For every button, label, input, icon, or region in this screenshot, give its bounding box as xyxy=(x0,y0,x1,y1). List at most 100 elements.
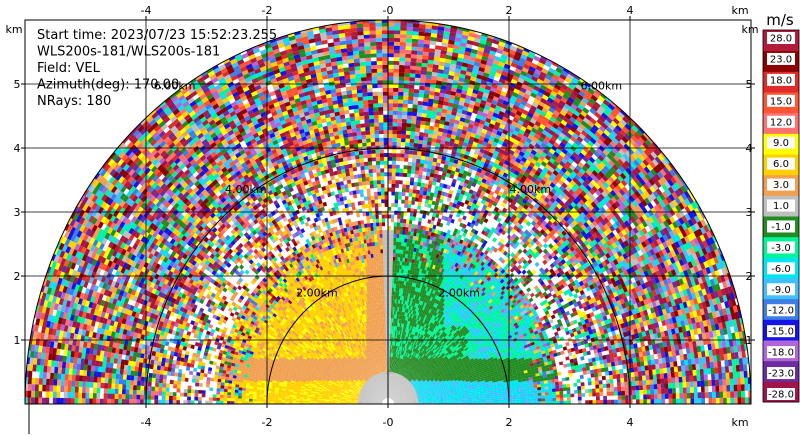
velocity-cell xyxy=(452,387,457,390)
velocity-cell xyxy=(403,398,407,400)
velocity-cell xyxy=(678,371,683,378)
velocity-cell xyxy=(608,370,613,376)
velocity-cell xyxy=(421,399,426,401)
velocity-cell xyxy=(547,379,552,384)
velocity-cell xyxy=(469,400,473,403)
velocity-cell xyxy=(406,397,411,399)
velocity-cell xyxy=(464,392,469,394)
velocity-cell xyxy=(611,344,616,350)
velocity-cell xyxy=(670,372,675,378)
velocity-cell xyxy=(403,400,408,402)
velocity-cell xyxy=(704,350,710,357)
velocity-cell xyxy=(425,400,430,402)
velocity-cell xyxy=(637,366,642,372)
velocity-cell xyxy=(432,396,436,398)
velocity-cell xyxy=(616,373,621,379)
velocity-cell xyxy=(461,392,465,395)
velocity-cell xyxy=(508,397,513,400)
velocity-cell xyxy=(489,382,493,386)
velocity-cell xyxy=(695,339,701,347)
velocity-cell xyxy=(411,402,415,404)
velocity-cell xyxy=(508,392,513,396)
velocity-cell xyxy=(539,377,544,382)
velocity-cell xyxy=(738,357,744,365)
velocity-cell xyxy=(725,320,731,328)
velocity-cell xyxy=(592,361,597,366)
velocity-cell xyxy=(607,362,612,368)
velocity-cell xyxy=(440,400,444,403)
velocity-cell xyxy=(427,392,432,395)
velocity-cell xyxy=(611,365,616,371)
velocity-cell xyxy=(573,293,579,299)
velocity-cell xyxy=(532,379,537,383)
velocity-cell xyxy=(617,386,622,392)
velocity-cell xyxy=(460,388,465,391)
velocity-cell xyxy=(625,395,629,400)
velocity-cell xyxy=(473,380,478,383)
velocity-cell xyxy=(482,385,487,389)
velocity-cell xyxy=(526,388,531,392)
velocity-cell xyxy=(728,339,734,347)
velocity-cell xyxy=(413,395,418,398)
velocity-cell xyxy=(675,382,680,389)
velocity-cell xyxy=(496,385,501,388)
velocity-cell xyxy=(523,398,528,402)
velocity-cell xyxy=(667,372,672,379)
velocity-cell xyxy=(498,397,502,400)
velocity-cell xyxy=(463,386,468,389)
velocity-cell xyxy=(686,392,691,399)
velocity-cell xyxy=(494,374,499,378)
velocity-cell xyxy=(734,351,739,359)
velocity-cell xyxy=(727,359,733,367)
velocity-cell xyxy=(696,327,702,335)
velocity-field xyxy=(25,20,751,404)
velocity-cell xyxy=(609,383,614,388)
velocity-cell xyxy=(418,399,422,401)
velocity-cell xyxy=(701,398,706,404)
velocity-cell xyxy=(632,394,637,400)
velocity-cell xyxy=(429,400,433,402)
velocity-cell xyxy=(537,366,542,371)
velocity-cell xyxy=(538,401,542,404)
velocity-cell xyxy=(522,388,527,392)
velocity-cell xyxy=(514,379,519,383)
velocity-cell xyxy=(630,367,635,373)
velocity-cell xyxy=(516,396,520,400)
velocity-cell xyxy=(541,365,546,370)
velocity-cell xyxy=(666,367,671,373)
velocity-cell xyxy=(603,359,608,364)
velocity-cell xyxy=(660,331,666,338)
velocity-cell xyxy=(551,363,557,367)
velocity-cell xyxy=(597,351,603,357)
velocity-cell xyxy=(450,395,455,397)
velocity-cell xyxy=(475,390,480,393)
velocity-cell xyxy=(681,325,687,332)
velocity-cell xyxy=(534,367,539,371)
velocity-cell xyxy=(447,400,451,402)
velocity-cell xyxy=(479,398,484,401)
velocity-cell xyxy=(643,399,647,404)
velocity-cell xyxy=(660,383,665,389)
velocity-cell xyxy=(631,353,636,359)
velocity-cell xyxy=(424,394,429,397)
velocity-cell xyxy=(490,390,494,393)
velocity-cell xyxy=(620,377,625,383)
velocity-cell xyxy=(552,391,556,395)
velocity-cell xyxy=(703,325,709,333)
velocity-cell xyxy=(566,390,571,395)
velocity-cell xyxy=(410,396,414,399)
velocity-cell xyxy=(472,400,477,403)
velocity-cell xyxy=(505,401,510,404)
velocity-cell xyxy=(498,373,503,377)
velocity-cell xyxy=(717,366,722,374)
velocity-cell xyxy=(614,391,618,396)
velocity-cell xyxy=(503,379,508,383)
velocity-cell xyxy=(666,362,671,368)
velocity-cell xyxy=(443,395,447,397)
velocity-cell xyxy=(414,401,419,403)
velocity-cell xyxy=(532,376,537,380)
velocity-cell xyxy=(460,391,465,394)
velocity-cell xyxy=(457,397,462,399)
velocity-cell xyxy=(540,380,545,385)
velocity-cell xyxy=(696,345,702,353)
